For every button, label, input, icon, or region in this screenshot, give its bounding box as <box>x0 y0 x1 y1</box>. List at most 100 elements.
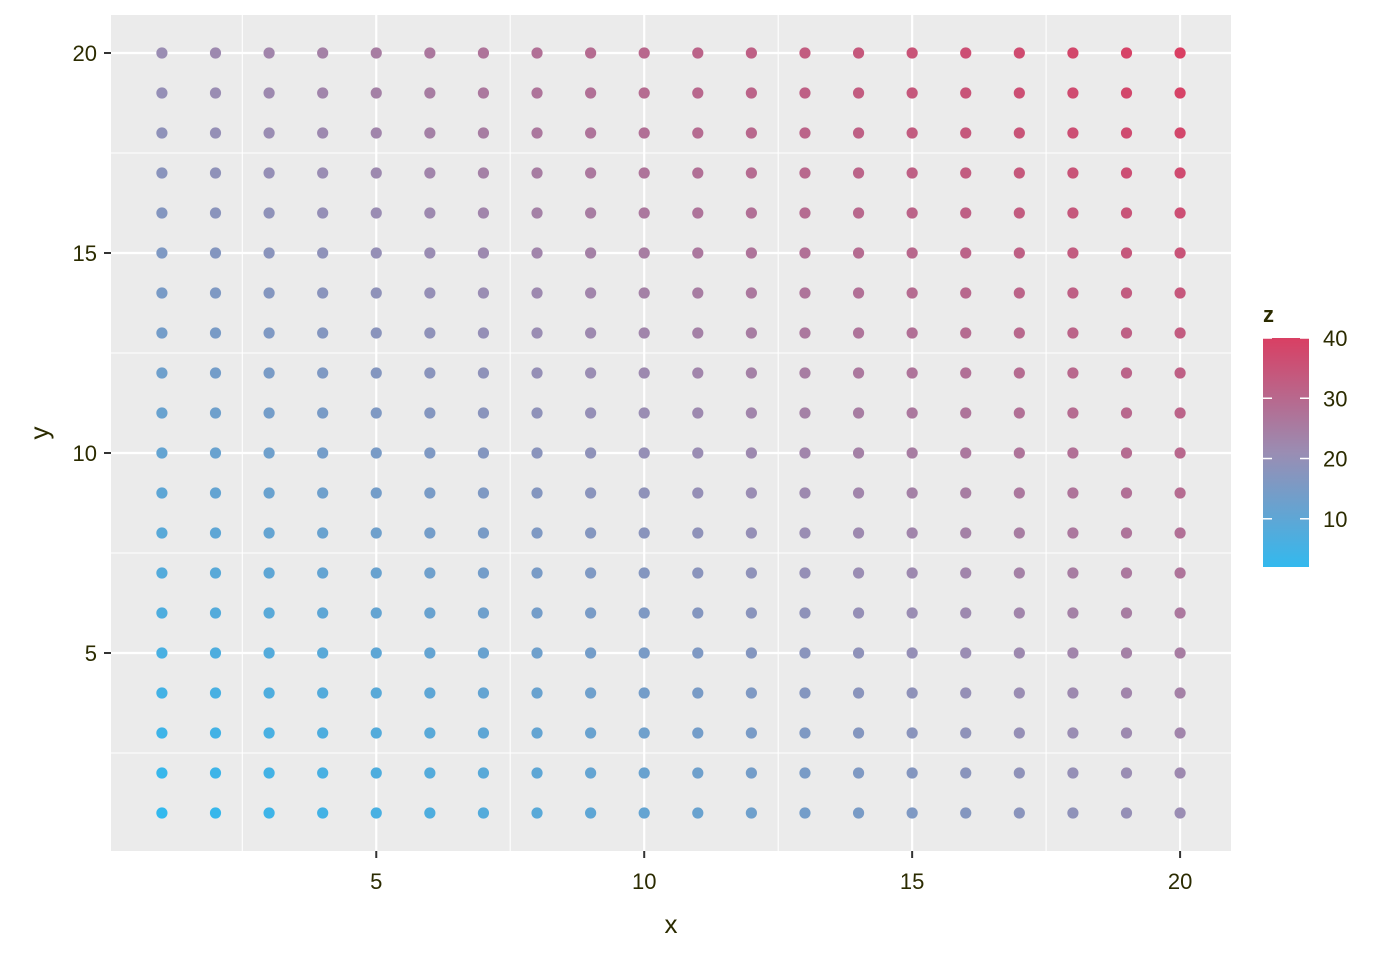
data-point <box>1120 447 1133 459</box>
data-point <box>531 287 543 299</box>
data-point <box>745 767 757 779</box>
data-point <box>263 327 275 339</box>
data-point <box>531 47 543 59</box>
x-tick-label: 20 <box>1168 869 1192 894</box>
data-point <box>209 247 222 259</box>
data-point <box>156 487 168 499</box>
data-point <box>638 767 650 779</box>
data-point <box>960 407 972 419</box>
data-point <box>745 687 757 699</box>
data-point <box>424 407 436 419</box>
data-point <box>799 767 811 779</box>
data-point <box>1174 247 1186 259</box>
data-point <box>585 807 597 819</box>
data-point <box>1067 487 1079 499</box>
data-point <box>1013 207 1025 219</box>
data-point <box>1174 127 1186 139</box>
data-point <box>1174 207 1186 219</box>
data-point <box>906 167 918 179</box>
data-point <box>1174 287 1186 299</box>
data-point <box>209 647 222 659</box>
data-point <box>1067 527 1079 539</box>
data-point <box>799 687 811 699</box>
data-point <box>1013 87 1025 99</box>
data-point <box>531 127 543 139</box>
data-point <box>906 127 918 139</box>
data-point <box>1067 767 1079 779</box>
data-point <box>585 687 597 699</box>
data-point <box>1174 607 1186 619</box>
data-point <box>370 207 382 219</box>
y-axis: 5 10 15 20 <box>73 41 111 666</box>
data-point <box>424 327 436 339</box>
data-point <box>1013 367 1025 379</box>
data-point <box>370 247 382 259</box>
data-point <box>370 47 382 59</box>
data-point <box>585 727 597 739</box>
data-point <box>477 487 490 499</box>
data-point <box>1067 607 1079 619</box>
data-point <box>960 767 972 779</box>
data-point <box>585 527 597 539</box>
data-point <box>531 567 543 579</box>
data-point <box>745 487 757 499</box>
data-point <box>209 407 222 419</box>
data-point <box>209 807 222 819</box>
data-point <box>1013 447 1025 459</box>
data-point <box>263 487 275 499</box>
data-point <box>960 207 972 219</box>
data-point <box>906 487 918 499</box>
data-point <box>263 167 275 179</box>
data-point <box>531 607 543 619</box>
data-point <box>799 407 811 419</box>
data-point <box>692 687 704 699</box>
data-point <box>745 727 757 739</box>
data-point <box>692 327 704 339</box>
data-point <box>1067 47 1079 59</box>
data-point <box>1067 647 1079 659</box>
data-point <box>370 327 382 339</box>
data-point <box>745 87 757 99</box>
data-point <box>1120 767 1133 779</box>
data-point <box>852 527 865 539</box>
data-point <box>156 447 168 459</box>
data-point <box>209 607 222 619</box>
data-point <box>906 607 918 619</box>
data-point <box>370 447 382 459</box>
data-point <box>317 127 329 139</box>
data-point <box>317 607 329 619</box>
data-point <box>906 247 918 259</box>
legend-colorbar <box>1263 338 1309 567</box>
data-point <box>477 327 490 339</box>
data-point <box>960 367 972 379</box>
data-point <box>317 647 329 659</box>
data-point <box>1013 527 1025 539</box>
data-point <box>424 447 436 459</box>
x-axis: 5 10 15 20 <box>370 851 1192 894</box>
data-point <box>263 47 275 59</box>
data-point <box>1174 647 1186 659</box>
data-point <box>317 527 329 539</box>
data-point <box>799 127 811 139</box>
data-point <box>209 207 222 219</box>
data-point <box>1174 47 1186 59</box>
data-point <box>531 327 543 339</box>
data-point <box>852 47 865 59</box>
data-point <box>1174 567 1186 579</box>
data-point <box>370 807 382 819</box>
data-point <box>156 727 168 739</box>
data-point <box>585 87 597 99</box>
data-point <box>585 287 597 299</box>
data-point <box>799 207 811 219</box>
data-point <box>960 727 972 739</box>
data-point <box>585 207 597 219</box>
data-point <box>370 687 382 699</box>
data-point <box>638 487 650 499</box>
data-point <box>1174 447 1186 459</box>
data-point <box>692 87 704 99</box>
data-point <box>477 607 490 619</box>
data-point <box>960 807 972 819</box>
data-point <box>531 447 543 459</box>
data-point <box>156 327 168 339</box>
